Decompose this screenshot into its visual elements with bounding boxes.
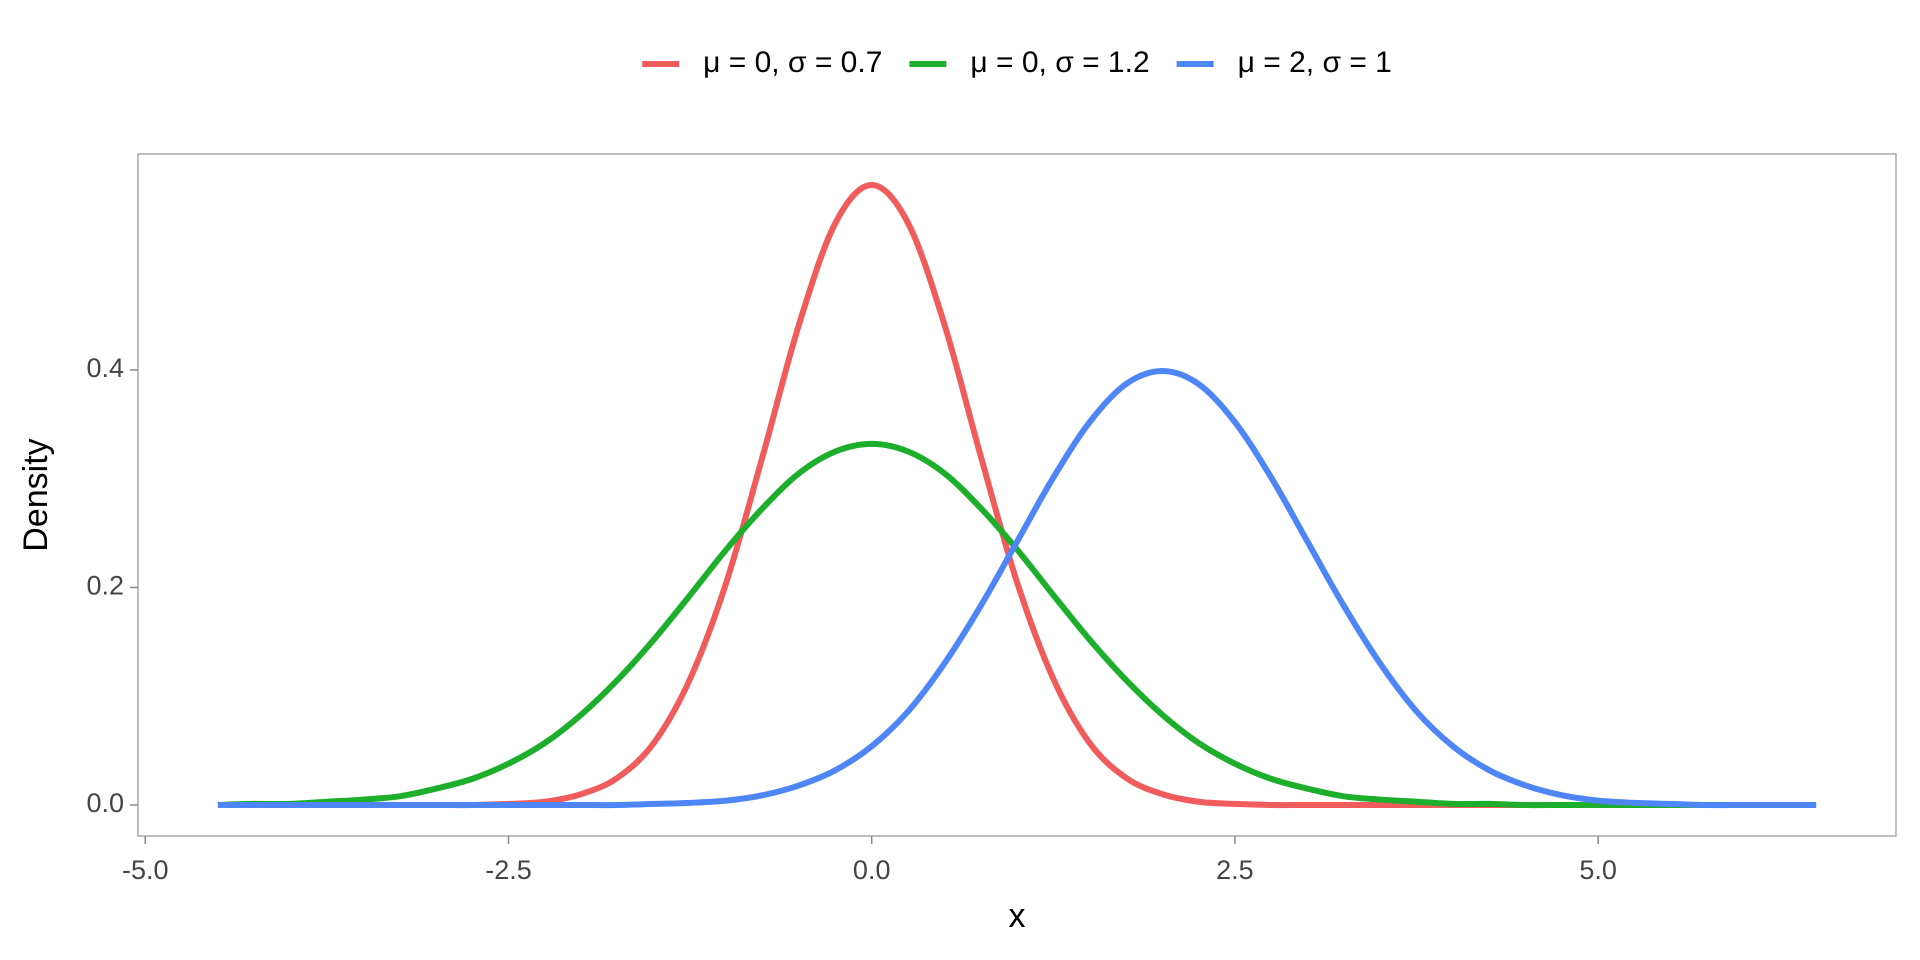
x-tick-label: -2.5: [485, 855, 532, 885]
series-line: [217, 440, 1817, 809]
legend-label: μ = 0, σ = 0.7: [703, 46, 882, 79]
series-line: [217, 368, 1817, 809]
y-tick-label: 0.2: [86, 571, 124, 601]
x-axis-title: x: [1009, 897, 1026, 935]
x-tick-label: 5.0: [1579, 855, 1617, 885]
y-tick-label: 0.4: [86, 353, 124, 383]
series-line: [217, 182, 1817, 809]
panel-border: [137, 153, 1897, 837]
legend: μ = 0, σ = 0.7 μ = 0, σ = 1.2 μ = 2, σ = 1: [642, 46, 1392, 79]
y-tick-label: 0.0: [86, 788, 124, 818]
x-tick-label: 0.0: [853, 855, 891, 885]
y-axis-title: Density: [17, 438, 55, 551]
x-tick-label: -5.0: [122, 855, 169, 885]
legend-label: μ = 2, σ = 1: [1238, 46, 1392, 79]
legend-label: μ = 0, σ = 1.2: [970, 46, 1149, 79]
x-tick-label: 2.5: [1216, 855, 1254, 885]
